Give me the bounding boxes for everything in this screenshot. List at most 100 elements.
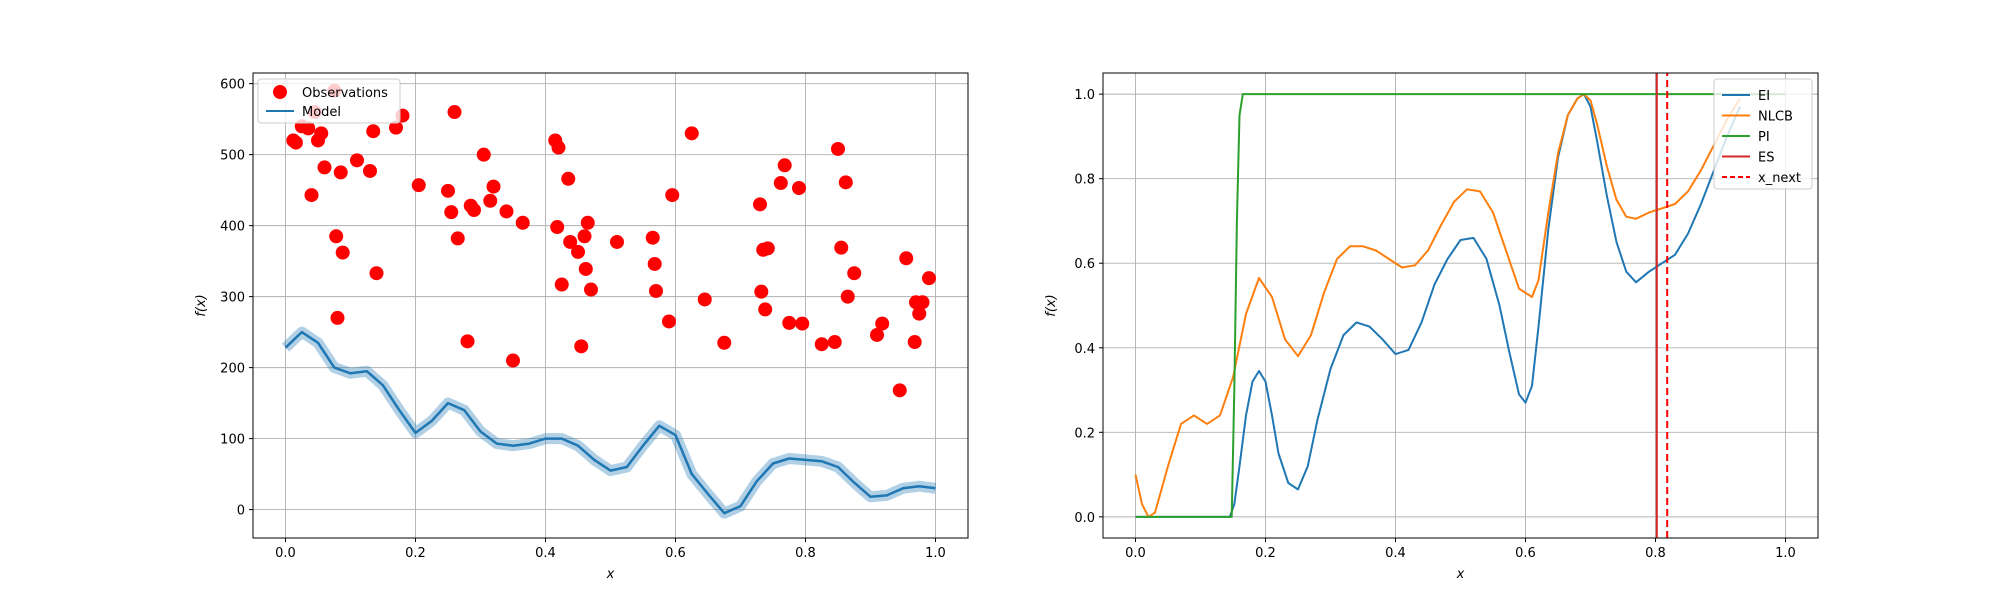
observation-point [831, 141, 845, 156]
y-axis-label: f(x) [194, 294, 209, 316]
observation-point [550, 220, 565, 235]
observation-point [515, 215, 530, 230]
observation-point [912, 306, 927, 321]
observation-point [317, 160, 332, 175]
plot-area [281, 83, 937, 519]
legend-box [1713, 78, 1813, 190]
legend-label-observations: Observations [302, 86, 388, 101]
observation-point [578, 261, 593, 276]
observation-point [773, 176, 788, 191]
observation-point [840, 289, 855, 304]
x-tick-label: 0.2 [405, 546, 426, 561]
observation-point [330, 310, 345, 325]
y-tick-label: 300 [220, 291, 245, 306]
observation-point [753, 197, 767, 212]
y-tick-label: 0.0 [1074, 511, 1095, 526]
observation-point [875, 316, 890, 331]
x-tick-label: 0.2 [1255, 546, 1276, 561]
observation-point [577, 229, 592, 244]
y-tick-label: 100 [220, 433, 245, 448]
observation-point [758, 302, 773, 317]
observation-point [717, 335, 732, 350]
y-tick-label: 0.8 [1074, 173, 1095, 188]
legend: EI NLCB PI ES x_next [1713, 78, 1813, 190]
y-tick-label: 1.0 [1074, 88, 1095, 103]
observation-point [782, 315, 797, 330]
observation-point [899, 251, 914, 266]
observation-point [662, 314, 676, 329]
x-tick-label: 0.8 [1645, 546, 1666, 561]
observation-point [922, 271, 936, 286]
x-axis-label: x [606, 567, 615, 582]
observation-point [506, 353, 520, 368]
observation-point [795, 316, 810, 331]
observation-point [389, 120, 403, 135]
x-tick-label: 1.0 [925, 546, 946, 561]
legend-label-es: ES [1758, 151, 1774, 166]
legend-marker-observations [273, 85, 287, 99]
observation-point [580, 215, 595, 230]
observation-point [314, 126, 329, 141]
x-tick-label: 0.0 [275, 546, 296, 561]
observation-point [411, 178, 426, 193]
observation-point [754, 284, 769, 299]
legend: Observations Model [257, 78, 401, 124]
observation-point [476, 147, 491, 162]
y-tick-label: 0.4 [1074, 342, 1095, 357]
observation-point [450, 231, 465, 246]
y-tick-label: 400 [220, 220, 245, 235]
observation-point [441, 183, 455, 198]
legend-label-x-next: x_next [1758, 171, 1801, 186]
observation-point [444, 205, 459, 220]
observation-point [838, 175, 853, 190]
y-tick-label: 0.6 [1074, 257, 1095, 272]
series-line-nlcb [1134, 93, 1741, 518]
observation-point [350, 153, 364, 168]
observation-point [760, 241, 775, 256]
observation-point [369, 266, 384, 281]
observation-point [486, 179, 501, 194]
observation-point [551, 140, 566, 155]
x-axis-label: x [1456, 567, 1465, 582]
observation-point [563, 234, 578, 249]
observation-point [574, 339, 589, 354]
observation-point [697, 292, 712, 307]
observation-point [561, 171, 576, 186]
observation-point [447, 105, 462, 120]
observation-point [834, 240, 849, 255]
observation-point [460, 334, 475, 349]
x-tick-label: 1.0 [1775, 546, 1796, 561]
observation-point [333, 165, 348, 180]
acquisition-functions-chart: 0.0 0.2 0.4 0.6 0.8 1.0 0.0 0.2 0.4 0.6 0.8 1.0 x f(x… [1044, 72, 1819, 582]
observation-point [870, 327, 884, 342]
y-tick-label: 500 [220, 149, 245, 164]
observation-point [647, 256, 662, 271]
y-tick-label: 0.2 [1074, 426, 1095, 441]
x-tick-label: 0.0 [1125, 546, 1146, 561]
observation-point [483, 193, 498, 208]
observation-point [329, 229, 344, 244]
y-tick-label: 200 [220, 362, 245, 377]
observation-point [792, 181, 806, 196]
observation-point [610, 234, 624, 249]
observation-point [584, 282, 598, 297]
observation-point [554, 277, 569, 292]
observation-point [907, 335, 922, 350]
observation-point [467, 203, 481, 218]
x-tick-label: 0.6 [665, 546, 686, 561]
observation-point [665, 188, 680, 203]
x-tick-label: 0.6 [1515, 546, 1536, 561]
x-tick-label: 0.8 [795, 546, 816, 561]
observation-point [777, 158, 792, 173]
y-tick-label: 600 [220, 78, 245, 93]
plot-area [1134, 73, 1786, 538]
y-tick-label: 0 [237, 504, 245, 519]
observation-point [363, 163, 377, 178]
observations-model-chart: 0.0 0.2 0.4 0.6 0.8 1.0 0 100 200 300 400 500 600 x f(… [194, 72, 969, 582]
observation-point [814, 337, 829, 352]
legend-label-model: Model [302, 105, 341, 120]
model-uncertainty-band [281, 326, 937, 519]
observation-point [684, 126, 699, 141]
